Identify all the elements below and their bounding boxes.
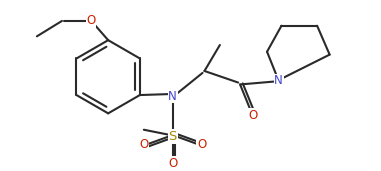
Text: N: N	[274, 74, 283, 87]
Text: S: S	[168, 130, 177, 143]
Text: O: O	[248, 109, 257, 122]
Text: O: O	[197, 138, 206, 151]
Text: O: O	[168, 157, 177, 170]
Text: N: N	[168, 90, 177, 103]
Text: O: O	[139, 138, 149, 151]
Text: O: O	[86, 14, 96, 27]
